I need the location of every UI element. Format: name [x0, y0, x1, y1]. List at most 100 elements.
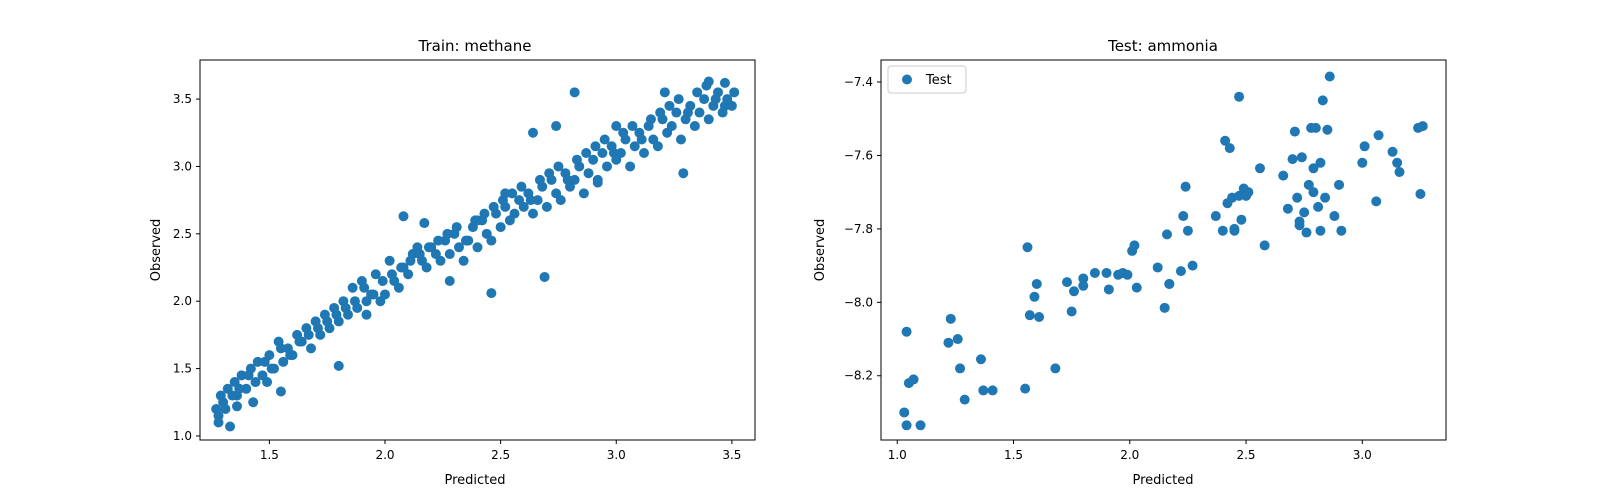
- data-point: [248, 397, 259, 408]
- legend-label: Test: [925, 73, 952, 88]
- data-point: [1131, 282, 1142, 293]
- data-point: [978, 385, 989, 396]
- data-point: [1068, 286, 1079, 297]
- legend-box: [887, 65, 967, 94]
- data-point: [899, 407, 910, 418]
- data-point: [639, 147, 649, 158]
- data-point: [331, 309, 342, 320]
- data-point: [243, 370, 254, 381]
- data-point: [386, 269, 397, 280]
- data-point: [719, 77, 730, 88]
- data-point: [532, 195, 543, 206]
- x-tick-label: 2.0: [375, 448, 394, 462]
- data-point: [611, 121, 622, 132]
- data-point: [689, 121, 700, 132]
- data-point: [952, 334, 963, 345]
- data-point: [516, 181, 527, 192]
- data-point: [312, 323, 323, 334]
- data-point: [652, 141, 663, 152]
- data-point: [518, 201, 529, 212]
- data-point: [1220, 135, 1231, 146]
- legend: Test: [887, 65, 967, 94]
- data-point: [1303, 179, 1314, 190]
- data-point: [1022, 242, 1033, 253]
- x-tick-label: 1.5: [260, 448, 279, 462]
- y-tick-label: −7.4: [844, 75, 873, 89]
- data-point: [569, 87, 580, 98]
- plot-frame: [199, 59, 756, 441]
- data-point: [1078, 273, 1089, 284]
- data-point: [1322, 124, 1333, 135]
- data-point: [1066, 306, 1077, 317]
- data-point: [1182, 225, 1193, 236]
- data-point: [451, 222, 462, 233]
- data-point: [359, 282, 370, 293]
- data-point: [525, 195, 536, 206]
- y-axis-label: Observed: [149, 219, 164, 282]
- data-point: [234, 383, 245, 394]
- data-point: [562, 174, 573, 185]
- data-point: [278, 356, 289, 367]
- data-point: [975, 354, 986, 365]
- data-point: [303, 329, 314, 340]
- data-point: [1254, 163, 1265, 174]
- data-point: [262, 377, 273, 388]
- data-point: [1387, 146, 1398, 157]
- data-point: [1103, 284, 1114, 295]
- data-point: [442, 228, 453, 239]
- data-point: [729, 87, 740, 98]
- data-point: [955, 363, 966, 374]
- data-point: [444, 249, 455, 260]
- x-axis-label: Predicted: [1132, 473, 1193, 488]
- y-axis-label: Observed: [813, 219, 828, 282]
- data-point: [1180, 181, 1191, 192]
- y-tick-label: 3.5: [173, 92, 192, 106]
- data-point: [1282, 203, 1293, 214]
- y-tick-label: 2.5: [173, 227, 192, 241]
- data-point: [435, 255, 446, 266]
- data-point: [1320, 192, 1331, 203]
- y-tick-label: −8.0: [844, 295, 873, 309]
- data-point: [1329, 211, 1340, 222]
- data-point: [699, 94, 710, 105]
- data-point: [682, 107, 693, 118]
- data-point: [236, 370, 247, 381]
- data-point: [322, 316, 333, 327]
- y-tick-label: −7.6: [844, 148, 873, 162]
- data-point: [1029, 291, 1040, 302]
- data-point: [987, 385, 998, 396]
- data-point: [678, 168, 689, 179]
- data-point: [1062, 277, 1073, 288]
- data-point: [590, 141, 601, 152]
- data-point: [403, 269, 414, 280]
- x-tick-label: 1.5: [1004, 448, 1023, 462]
- data-point: [1324, 71, 1335, 82]
- data-point: [1159, 302, 1170, 313]
- data-point: [220, 404, 231, 415]
- data-point: [664, 100, 675, 111]
- data-point: [1394, 166, 1405, 177]
- data-point: [618, 127, 629, 138]
- data-point: [486, 288, 497, 299]
- data-point: [1287, 154, 1298, 165]
- data-point: [1050, 363, 1061, 374]
- data-point: [1371, 196, 1382, 207]
- data-point: [509, 208, 520, 219]
- x-tick-label: 3.0: [607, 448, 626, 462]
- data-point: [241, 383, 252, 394]
- data-point: [673, 94, 684, 105]
- data-point: [1294, 220, 1305, 231]
- data-point: [1292, 192, 1303, 203]
- data-point: [1299, 207, 1310, 218]
- data-point: [1310, 122, 1321, 133]
- data-point: [544, 168, 555, 179]
- data-point: [472, 215, 483, 226]
- y-tick-label: 2.0: [173, 294, 192, 308]
- data-point: [340, 302, 351, 313]
- data-point: [599, 134, 610, 145]
- data-point: [597, 147, 608, 158]
- data-point: [629, 141, 640, 152]
- data-point: [1024, 310, 1035, 321]
- data-point: [636, 134, 647, 145]
- data-point: [377, 275, 388, 286]
